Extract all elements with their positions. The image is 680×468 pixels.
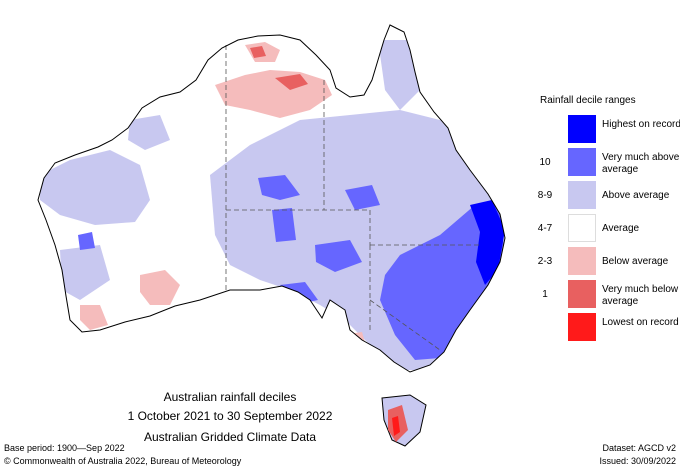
legend-label: Below average — [602, 256, 669, 267]
region-above-average-kimberley — [128, 115, 170, 150]
legend-item-above: 8-9 Above average — [530, 181, 680, 211]
legend-swatch-very-much-above — [568, 148, 596, 176]
region-above-average-cape-york — [378, 40, 420, 110]
legend-swatch-average — [568, 214, 596, 242]
legend-swatch-lowest — [568, 313, 596, 341]
region-very-much-above-average-wa — [78, 232, 95, 250]
region-below-average-goldfields — [140, 270, 180, 305]
legend-item-highest: Highest on record — [530, 115, 680, 145]
issued-date: Issued: 30/09/2022 — [599, 456, 676, 466]
legend-item-average: 4-7 Average — [530, 214, 680, 244]
legend-decile: 8-9 — [537, 190, 553, 201]
region-very-much-above-average-nsw — [380, 205, 505, 360]
legend-item-very-much-below: 1 Very much below average — [530, 280, 680, 310]
state-boundaries — [225, 45, 480, 351]
base-period: Base period: 1900—Sep 2022 — [4, 443, 125, 453]
legend-decile: 10 — [539, 157, 551, 168]
map-period: 1 October 2021 to 30 September 2022 — [127, 409, 333, 423]
legend-label: Very much below average — [602, 284, 679, 307]
map-title: Australian rainfall deciles — [163, 390, 297, 404]
legend-label: Above average — [602, 190, 670, 201]
legend-decile: 2-3 — [537, 256, 553, 267]
legend-label: Very much above average — [602, 152, 680, 175]
copyright: © Commonwealth of Australia 2022, Bureau… — [4, 456, 242, 466]
legend-decile: 4-7 — [537, 223, 553, 234]
legend-label: Highest on record — [602, 119, 680, 130]
region-very-much-above-average-sa — [315, 240, 362, 272]
dataset: Dataset: AGCD v2 — [602, 443, 676, 453]
legend-decile: 1 — [542, 289, 548, 300]
region-very-much-above-average-central — [272, 208, 296, 242]
legend-swatch-below — [568, 247, 596, 275]
legend-item-lowest: Lowest on record — [530, 313, 680, 343]
region-very-much-above-average-nt — [258, 175, 300, 200]
region-highest-on-record-east-coast — [470, 200, 505, 285]
map-source: Australian Gridded Climate Data — [143, 430, 317, 444]
legend-label: Average — [602, 223, 640, 234]
region-very-much-below-average-nt — [275, 74, 308, 90]
region-very-much-below-average-arnhem — [250, 46, 266, 58]
region-below-average-southwest — [80, 305, 108, 330]
region-above-average-southwest — [60, 245, 110, 300]
region-lowest-on-record-tasmania — [392, 416, 400, 436]
region-above-average-west — [40, 150, 150, 225]
legend-label: Lowest on record — [602, 317, 679, 328]
legend-swatch-highest — [568, 115, 596, 143]
legend-item-below: 2-3 Below average — [530, 247, 680, 277]
legend-title: Rainfall decile ranges — [540, 95, 636, 106]
legend-swatch-very-much-below — [568, 280, 596, 308]
region-very-much-above-average-qld — [345, 185, 380, 210]
legend-item-very-much-above: 10 Very much above average — [530, 148, 680, 178]
legend-swatch-above — [568, 181, 596, 209]
